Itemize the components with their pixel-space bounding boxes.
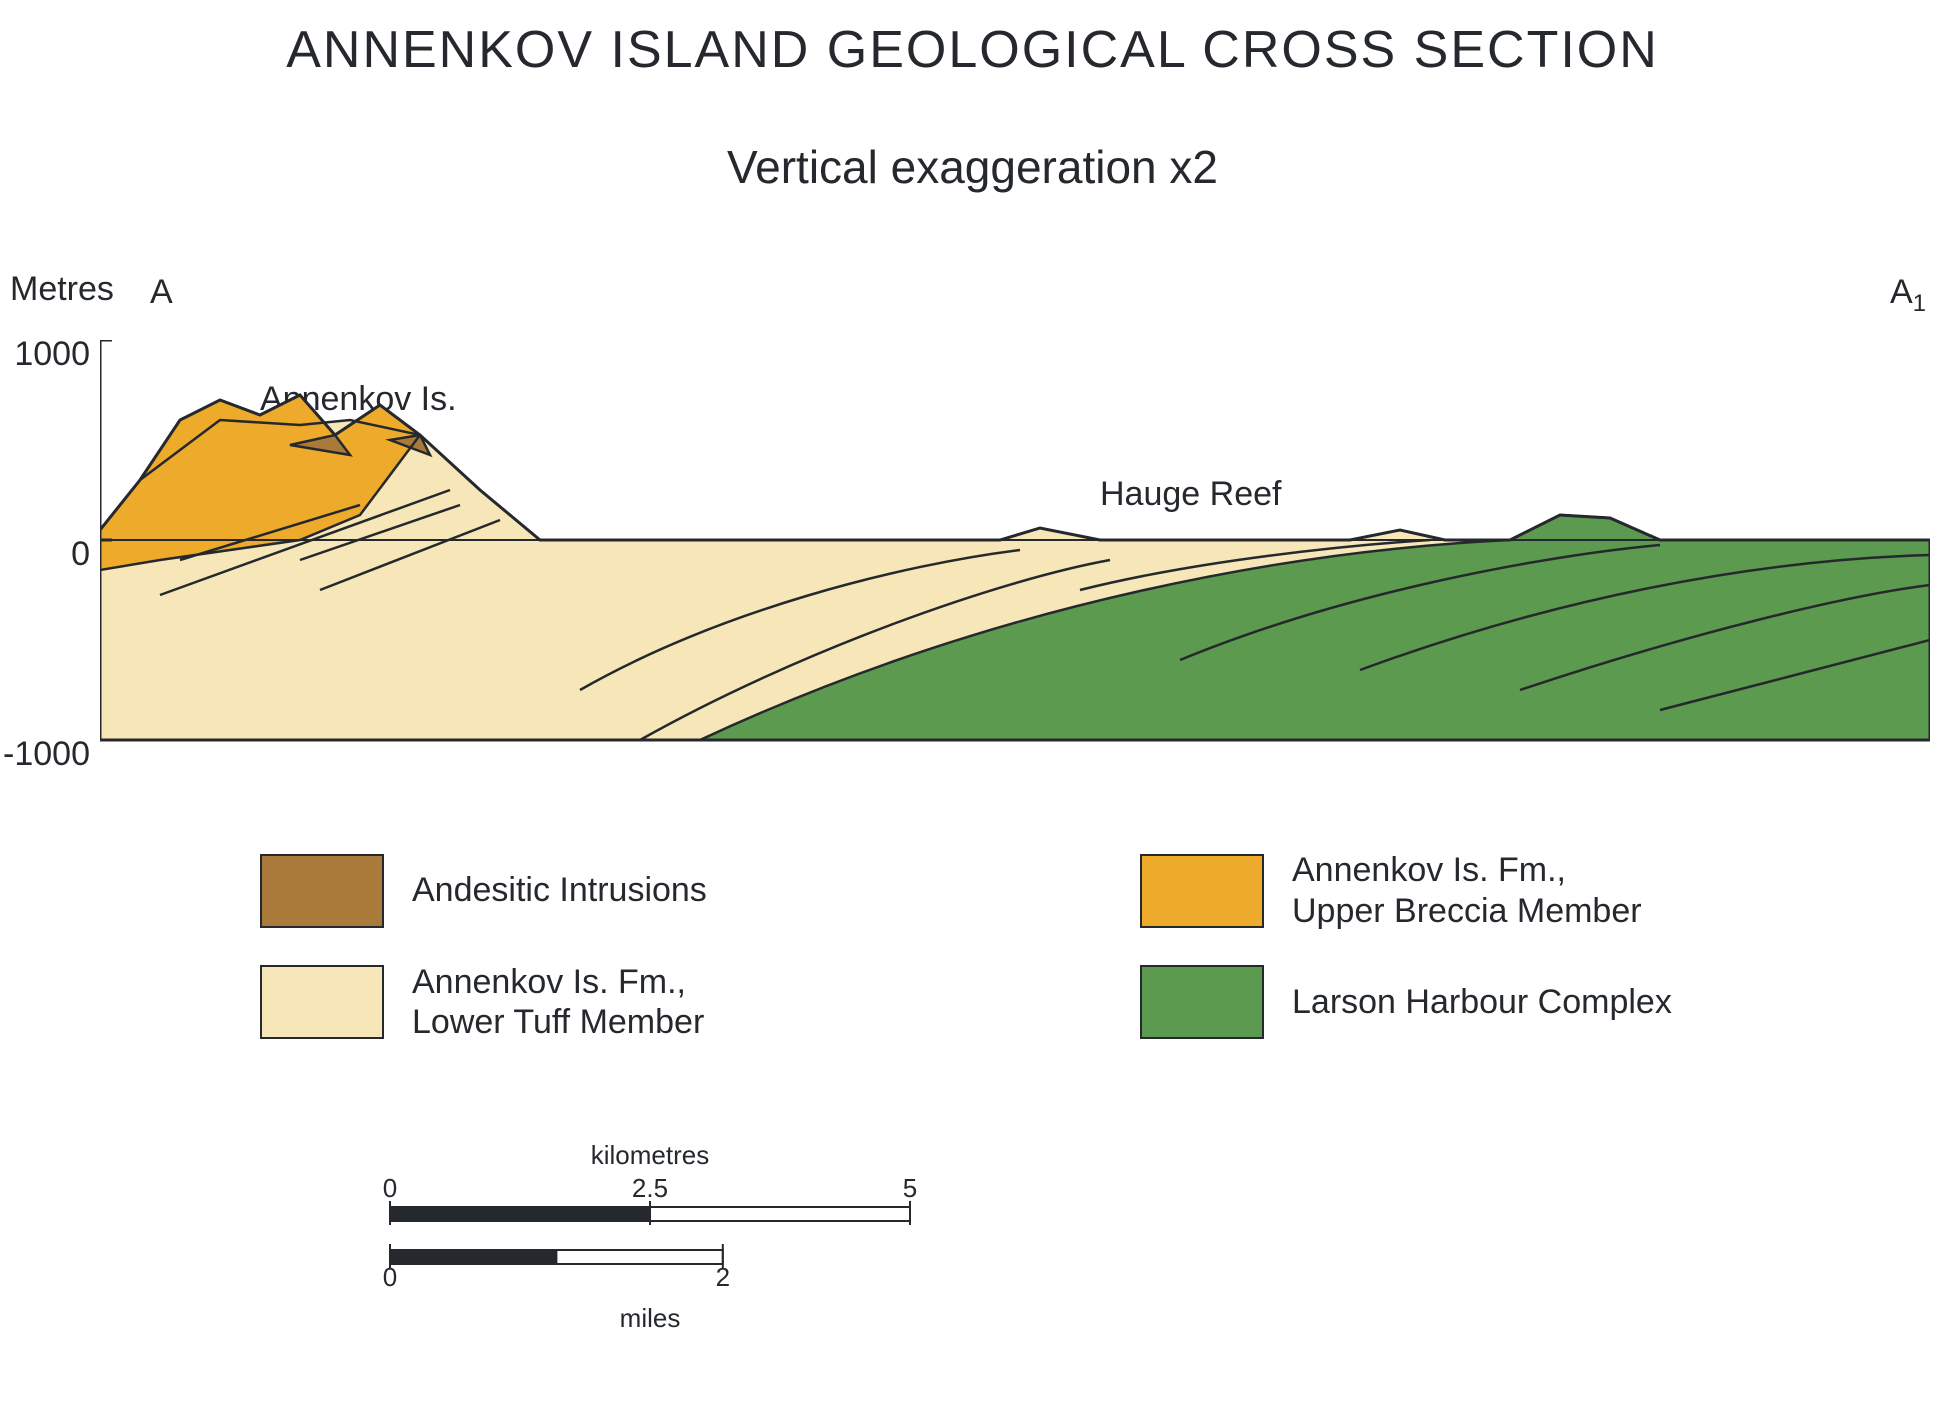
legend-row: Andesitic Intrusions Annenkov Is. Fm.,Upp… xyxy=(260,850,1760,932)
cross-section-svg xyxy=(100,340,1930,790)
legend-swatch xyxy=(1140,965,1264,1039)
page-title: ANNENKOV ISLAND GEOLOGICAL CROSS SECTION xyxy=(0,20,1945,80)
legend-item: Andesitic Intrusions xyxy=(260,850,880,932)
page-subtitle: Vertical exaggeration x2 xyxy=(0,140,1945,194)
cross-section-diagram xyxy=(100,340,1930,795)
section-left-label: A xyxy=(150,273,173,312)
scale-bars: kilometres 02.55 02 miles xyxy=(370,1140,930,1334)
legend-label: Larson Harbour Complex xyxy=(1292,982,1672,1023)
svg-text:5: 5 xyxy=(903,1177,917,1203)
legend-label: Annenkov Is. Fm.,Upper Breccia Member xyxy=(1292,850,1642,932)
legend-item: Annenkov Is. Fm.,Lower Tuff Member xyxy=(260,962,880,1044)
scale-mi-label: miles xyxy=(370,1303,930,1334)
legend-swatch xyxy=(1140,854,1264,928)
y-tick-label: -1000 xyxy=(0,735,90,774)
legend-swatch xyxy=(260,854,384,928)
scale-km-label: kilometres xyxy=(370,1140,930,1171)
svg-text:0: 0 xyxy=(383,1262,397,1292)
legend-row: Annenkov Is. Fm.,Lower Tuff Member Larson… xyxy=(260,962,1760,1044)
scale-mi-bar: 02 xyxy=(370,1244,930,1294)
page-root: ANNENKOV ISLAND GEOLOGICAL CROSS SECTION… xyxy=(0,0,1945,1409)
section-right-label: A1 xyxy=(1890,273,1926,318)
scale-km-bar: 02.55 xyxy=(370,1177,930,1227)
svg-text:0: 0 xyxy=(383,1177,397,1203)
legend-label: Andesitic Intrusions xyxy=(412,870,707,911)
legend-label: Annenkov Is. Fm.,Lower Tuff Member xyxy=(412,962,704,1044)
legend-item: Annenkov Is. Fm.,Upper Breccia Member xyxy=(1140,850,1760,932)
y-tick-label: 0 xyxy=(0,535,90,574)
y-tick-label: 1000 xyxy=(0,335,90,374)
svg-text:2: 2 xyxy=(716,1262,730,1292)
y-axis-label: Metres xyxy=(10,270,114,309)
legend-item: Larson Harbour Complex xyxy=(1140,962,1760,1044)
legend-swatch xyxy=(260,965,384,1039)
svg-text:2.5: 2.5 xyxy=(632,1177,668,1203)
legend: Andesitic Intrusions Annenkov Is. Fm.,Upp… xyxy=(260,850,1760,1043)
